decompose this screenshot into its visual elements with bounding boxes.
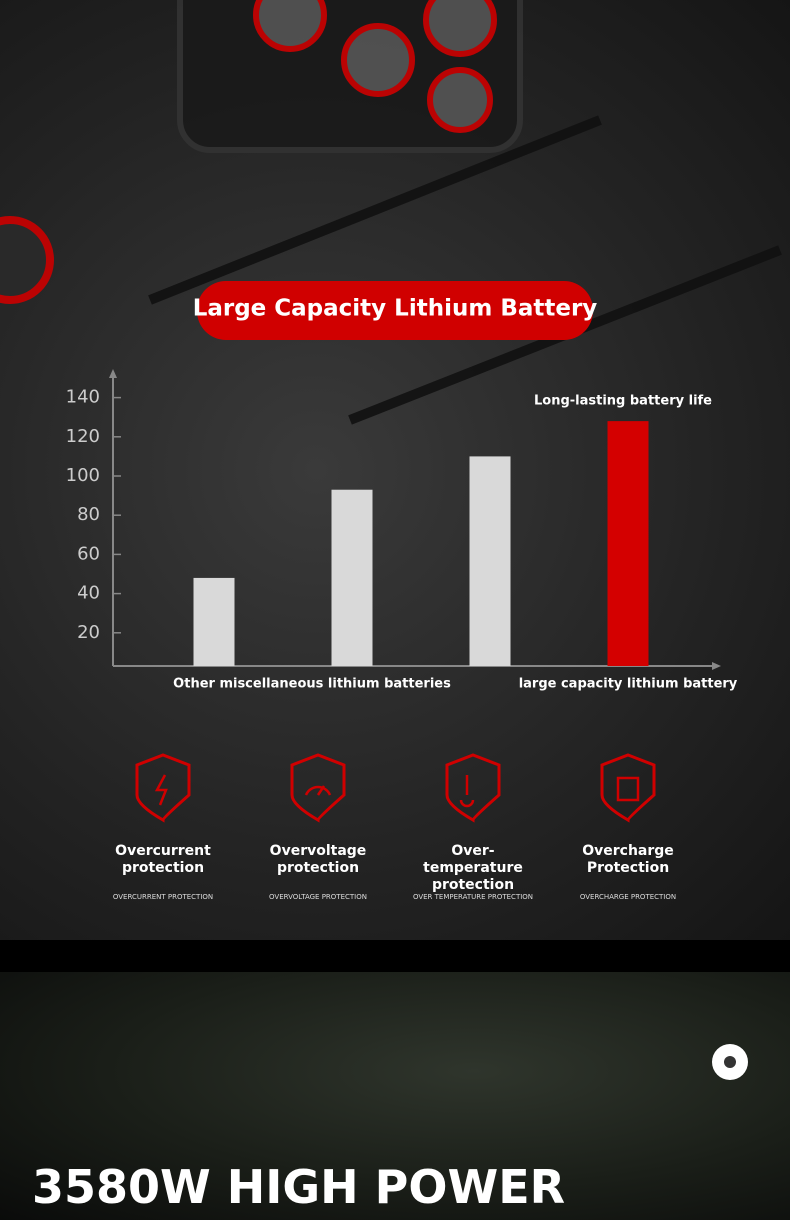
feature-title: Over-temperature protection	[423, 843, 523, 893]
y-tick-label: 120	[66, 426, 100, 447]
feature: Overvoltage protection OVERVOLTAGE PROTEC…	[243, 843, 393, 901]
y-tick-label: 20	[77, 622, 100, 643]
y-tick-label: 60	[77, 543, 100, 564]
y-tick-label: 140	[66, 387, 100, 408]
feature-subtitle: OVERVOLTAGE PROTECTION	[269, 893, 367, 901]
blade-icon	[712, 1044, 748, 1080]
group-label: Other miscellaneous lithium batteries	[173, 677, 451, 692]
feature-title: Overcharge Protection	[582, 843, 674, 876]
bar	[607, 421, 649, 666]
icons	[135, 753, 656, 823]
power-section	[0, 972, 790, 1220]
chart: Large Capacity Lithium Battery Other mis…	[0, 0, 782, 823]
feature-title: Overvoltage protection	[269, 843, 367, 876]
feature: Overcharge Protection OVERCHARGE PROTECTI…	[553, 843, 703, 901]
bar	[331, 489, 373, 666]
bar	[193, 577, 235, 666]
feature-subtitle: OVERCURRENT PROTECTION	[112, 893, 214, 901]
y-tick-label: 80	[77, 504, 100, 525]
x-arrow	[712, 662, 721, 670]
y-tick-label: 100	[66, 465, 100, 486]
decor	[0, 0, 782, 425]
chart-title: Large Capacity Lithium Battery	[193, 296, 598, 322]
headline: 3580W HIGH POWER	[32, 1160, 566, 1214]
feature-title: Overcurrent protection	[115, 843, 211, 876]
bar	[469, 456, 511, 666]
y-tick-label: 40	[77, 583, 100, 604]
y-arrow	[109, 369, 117, 378]
feature-subtitle: OVER TEMPERATURE PROTECTION	[412, 893, 534, 901]
feature: Overcurrent protection OVERCURRENT PROTEC…	[88, 843, 238, 901]
feature: Over-temperature protection OVER TEMPERAT…	[398, 843, 548, 901]
x-tick-label: large capacity lithium battery	[519, 677, 738, 692]
title-pill	[197, 281, 593, 340]
feature-subtitle: OVERCHARGE PROTECTION	[579, 893, 677, 901]
battery-section	[0, 0, 790, 940]
annotation: Long-lasting battery life	[534, 394, 712, 409]
